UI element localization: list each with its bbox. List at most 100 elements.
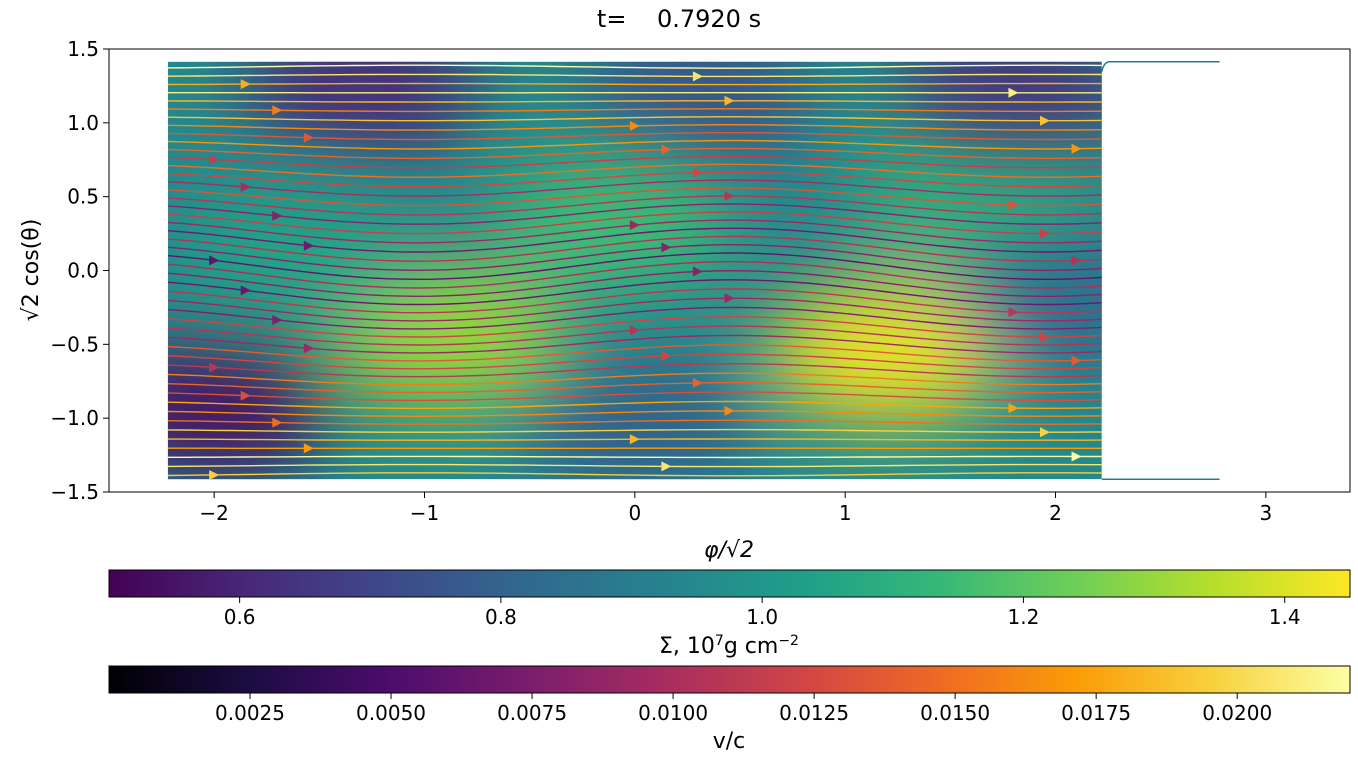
streamline-arrow — [1103, 379, 1113, 389]
streamline — [167, 252, 1102, 281]
colorbar-tick-label: 0.0025 — [215, 701, 285, 725]
streamline-arrow — [240, 181, 251, 192]
field-blob — [577, 61, 818, 164]
streamline — [167, 155, 1102, 169]
streamline-arrow — [724, 95, 735, 106]
streamline-arrow — [209, 255, 220, 266]
x-tick-label: −1 — [410, 501, 439, 525]
streamline — [167, 316, 1102, 338]
density-field — [167, 61, 1102, 480]
boundary-top — [1101, 60, 1220, 72]
streamline — [167, 139, 1102, 150]
streamline — [167, 410, 1102, 418]
field-blob — [241, 61, 482, 156]
streamline — [167, 73, 1102, 78]
colorbar-tick-label: 0.0150 — [920, 701, 990, 725]
colorbar-tick-label: 0.6 — [224, 605, 256, 629]
streamline — [167, 334, 1102, 354]
field-blob — [167, 340, 335, 480]
streamline-arrow — [209, 154, 220, 165]
streamline — [167, 306, 1102, 330]
streamline-arrow — [1008, 307, 1019, 318]
velocity-colorbar — [108, 665, 1351, 694]
streamline-arrow — [240, 285, 251, 296]
streamline — [167, 132, 1102, 141]
field-blob — [767, 281, 1008, 422]
streamline-arrow — [1040, 115, 1051, 126]
streamline-arrow — [1103, 281, 1113, 291]
y-tick-label: −1.0 — [50, 406, 99, 430]
streamline — [167, 116, 1102, 122]
sigma-colorbar-ticks: 0.6 0.8 1.0 1.2 1.4 — [224, 597, 1301, 629]
x-tick-label: −2 — [199, 501, 228, 525]
streamline-arrow — [1040, 427, 1051, 438]
streamline-arrow — [303, 443, 314, 454]
streamline-arrow — [209, 362, 220, 373]
x-tick-label: 1 — [839, 501, 852, 525]
streamline — [167, 381, 1102, 394]
y-axis: 1.5 1.0 0.5 0.0 −0.5 −1.0 −1.5 — [50, 37, 109, 504]
streamline — [167, 455, 1102, 459]
y-tick-label: 0.5 — [67, 185, 99, 209]
streamline — [167, 171, 1102, 188]
colorbar-tick-label: 1.2 — [1008, 605, 1040, 629]
streamline-arrow — [692, 266, 703, 277]
streamline-arrow — [209, 469, 220, 480]
streamline-arrow — [661, 350, 672, 361]
sigma-colorbar-label: Σ, 107g cm−2 — [659, 633, 799, 659]
streamline-arrow — [629, 120, 640, 131]
colorbar-tick-label: 1.0 — [746, 605, 778, 629]
x-tick-label: 2 — [1049, 501, 1062, 525]
streamline — [167, 235, 1102, 262]
field-blob — [514, 362, 755, 480]
x-tick-label: 0 — [628, 501, 641, 525]
streamline-arrow — [724, 405, 735, 416]
chart-title: t= 0.7920 s — [597, 5, 761, 33]
streamline-arrow — [1040, 331, 1051, 342]
streamline-arrow — [1103, 171, 1113, 181]
y-tick-label: −1.5 — [50, 480, 99, 504]
streamline — [167, 428, 1102, 433]
streamline-arrow — [724, 191, 735, 202]
streamline-arrow — [661, 461, 672, 472]
streamline-arrow — [272, 105, 283, 116]
y-tick-label: 1.5 — [67, 37, 99, 61]
streamline — [167, 187, 1102, 207]
streamline — [167, 179, 1102, 197]
y-tick-label: 0.0 — [67, 259, 99, 283]
streamline — [167, 260, 1102, 289]
streamline — [167, 472, 1102, 477]
domain-boundary — [1101, 60, 1220, 481]
colorbar-tick-label: 0.0125 — [779, 701, 849, 725]
streamline — [167, 243, 1102, 272]
streamline-arrow — [1040, 228, 1051, 239]
colorbar-tick-label: 1.4 — [1269, 605, 1301, 629]
streamline — [167, 372, 1102, 386]
streamline-arrow — [692, 167, 703, 178]
streamline-arrow — [272, 210, 283, 221]
streamline-arrow — [1008, 200, 1019, 211]
field-blob — [493, 156, 734, 297]
colorbar-tick-label: 0.0175 — [1061, 701, 1131, 725]
streamline-arrow — [661, 242, 672, 253]
streamline-arrow — [303, 132, 314, 143]
streamline — [167, 400, 1102, 409]
x-axis-label: φ/√2 — [704, 538, 754, 563]
streamline — [167, 163, 1102, 178]
streamline — [167, 297, 1102, 322]
streamline — [167, 391, 1102, 402]
streamline — [167, 463, 1102, 468]
y-axis-label: √2 cos(θ) — [19, 219, 44, 322]
streamline — [167, 64, 1102, 69]
streamline-arrow — [724, 293, 735, 304]
y-tick-label: 1.0 — [67, 111, 99, 135]
x-tick-label: 3 — [1259, 501, 1272, 525]
velocity-colorbar-ticks: 0.0025 0.0050 0.0075 0.0100 0.0125 0.0150 0.01… — [215, 693, 1272, 725]
streamline-arrow — [303, 240, 314, 251]
colorbar-tick-label: 0.0200 — [1202, 701, 1272, 725]
streamline-arrow — [240, 79, 251, 90]
streamline-arrow — [1071, 143, 1082, 154]
streamline — [167, 353, 1102, 370]
y-tick-label: −0.5 — [50, 332, 99, 356]
streamline — [167, 269, 1102, 298]
